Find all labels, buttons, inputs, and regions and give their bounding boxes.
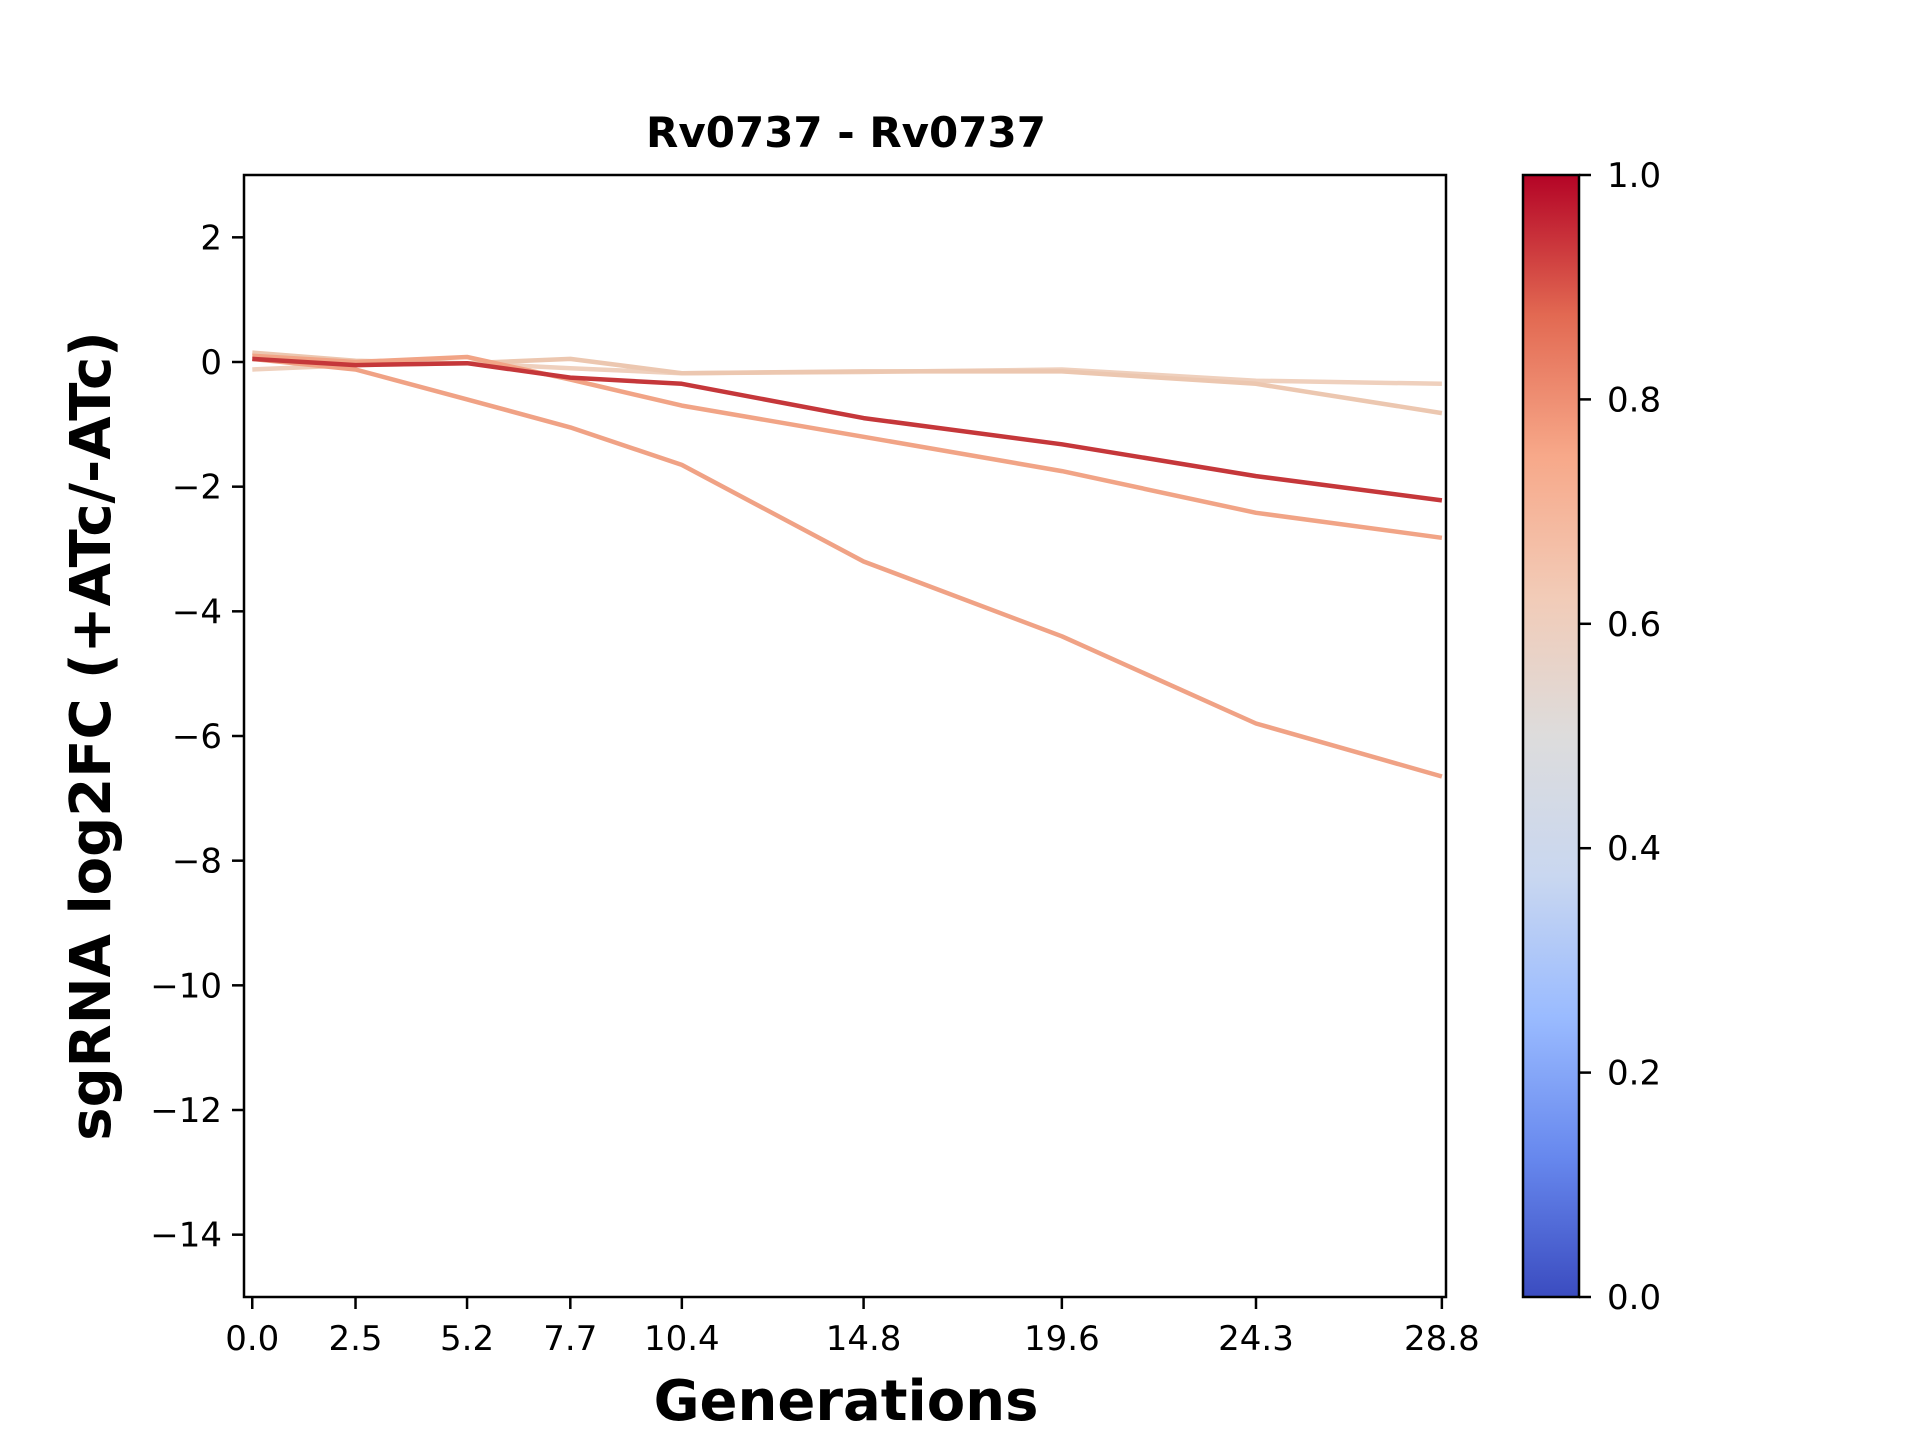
- x-tick-label: 10.4: [644, 1319, 720, 1359]
- x-tick-label: 7.7: [543, 1319, 597, 1359]
- y-tick-label: −8: [172, 842, 222, 882]
- series-group: [252, 350, 1443, 779]
- y-tick-label: −6: [172, 717, 222, 757]
- y-tick-label: −2: [172, 468, 222, 508]
- y-axis: 2 0 −2 −4 −6 −8 −10 −12 −14: [150, 218, 244, 1256]
- colorbar-frame: [1521, 173, 1581, 1299]
- colorbar-tick-label: 0.4: [1607, 829, 1661, 869]
- series-line-5: [252, 356, 1443, 503]
- x-tick-label: 28.8: [1404, 1319, 1480, 1359]
- y-tick-label: −10: [150, 966, 222, 1006]
- colorbar-fill: [1523, 175, 1579, 1297]
- y-tick-label: −12: [150, 1091, 222, 1131]
- y-tick-label: 2: [200, 218, 222, 258]
- colorbar-tick-label: 0.8: [1607, 380, 1661, 420]
- x-axis: 0.0 2.5 5.2 7.7 10.4 14.8 19.6 24.3 28.8: [225, 1297, 1480, 1359]
- colorbar-tick-label: 0.0: [1607, 1278, 1661, 1318]
- colorbar: 0.0 0.2 0.4 0.6 0.8 1.0: [1521, 156, 1661, 1318]
- y-axis-label: sgRNA log2FC (+ATc/-ATc): [59, 331, 124, 1141]
- chart-title: Rv0737 - Rv0737: [646, 108, 1046, 157]
- x-tick-label: 0.0: [225, 1319, 279, 1359]
- x-tick-label: 19.6: [1024, 1319, 1100, 1359]
- y-tick-label: −4: [172, 592, 222, 632]
- x-tick-label: 5.2: [440, 1319, 494, 1359]
- y-tick-label: −14: [150, 1216, 222, 1256]
- x-tick-label: 24.3: [1218, 1319, 1294, 1359]
- x-tick-label: 2.5: [328, 1319, 382, 1359]
- series-line-4: [252, 353, 1443, 541]
- colorbar-ticks: 0.0 0.2 0.4 0.6 0.8 1.0: [1579, 156, 1661, 1318]
- x-tick-label: 14.8: [826, 1319, 902, 1359]
- colorbar-tick-label: 1.0: [1607, 156, 1661, 196]
- y-tick-label: 0: [200, 343, 222, 383]
- x-axis-label: Generations: [654, 1369, 1039, 1434]
- colorbar-tick-label: 0.6: [1607, 605, 1661, 645]
- series-line-3: [252, 356, 1443, 779]
- colorbar-tick-label: 0.2: [1607, 1054, 1661, 1094]
